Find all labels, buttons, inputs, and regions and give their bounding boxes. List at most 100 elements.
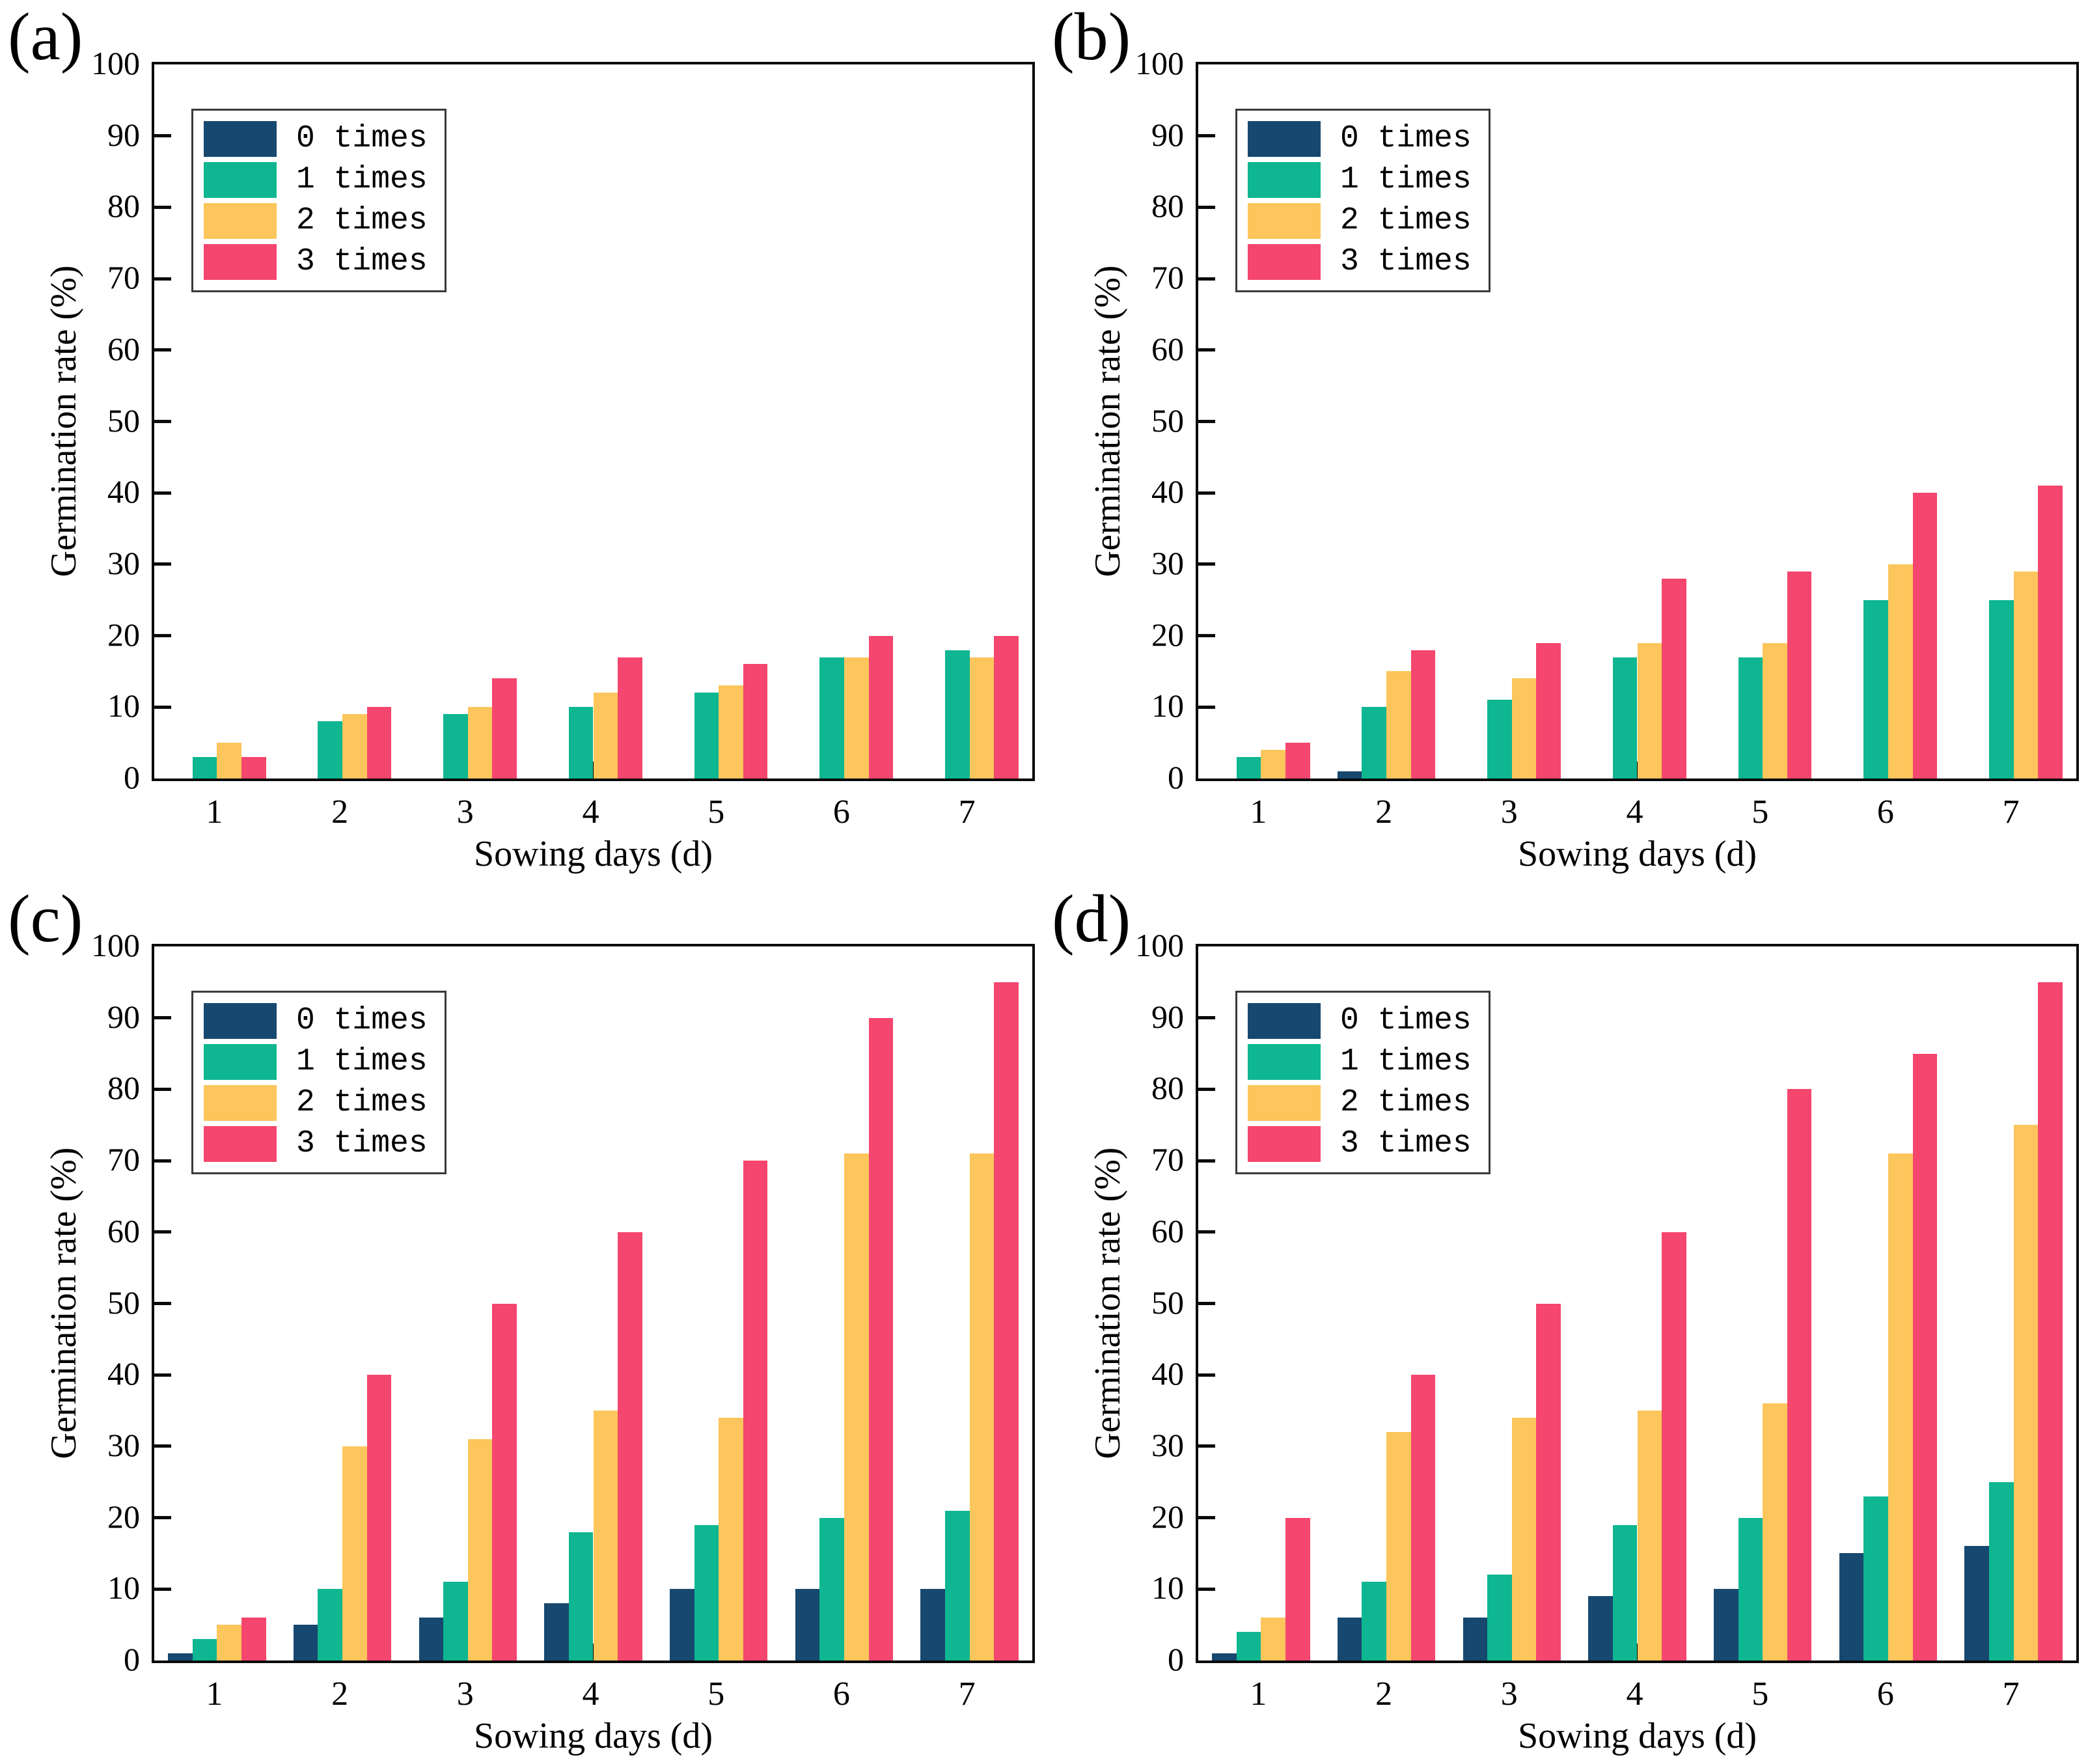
legend-label: 3 times [1340,244,1472,279]
legend-swatch-2-times [204,203,277,239]
legend-swatch-0-times [204,121,277,157]
y-axis-tick [1198,1302,1215,1305]
legend-item: 3 times [1248,1126,1472,1162]
y-tick-label: 90 [1151,116,1184,153]
y-tick-label: 70 [1151,259,1184,296]
legend-item: 1 times [204,162,428,198]
legend-item: 3 times [204,244,428,280]
panel-label-b: (b) [1052,0,1131,74]
legend-item: 0 times [204,1003,428,1039]
legend-swatch-3-times [204,1126,277,1162]
panel-b: (b) Germination rate (%) 0 times 1 times 2… [1044,0,2088,882]
legend-label: 0 times [296,121,428,156]
y-tick-label: 60 [1151,1212,1184,1249]
bar-3-times-day-1 [241,757,266,779]
y-tick-label: 50 [1151,1284,1184,1321]
y-tick-label: 60 [107,330,140,367]
y-tick-label: 40 [1151,473,1184,510]
y-tick-label: 70 [107,1141,140,1178]
bar-3-times-day-1 [1285,1517,1310,1661]
y-axis-tick [154,277,171,281]
bar-1-times-day-7 [1989,599,2014,779]
bar-3-times-day-3 [1536,1303,1561,1661]
x-tick-label: 1 [206,1675,223,1713]
bar-0-times-day-7 [1964,1546,1990,1661]
bar-1-times-day-4 [568,1532,594,1661]
y-axis-tick [154,1230,171,1234]
y-axis-tick [1198,134,1215,138]
x-tick-label: 6 [1876,1675,1894,1713]
bar-0-times-day-1 [1212,1653,1237,1661]
y-axis-tick [154,1087,171,1091]
y-tick-label: 0 [124,1641,140,1677]
bar-3-times-day-2 [366,707,392,779]
x-tick-label: 3 [456,793,474,831]
legend-swatch-3-times [1248,1126,1321,1162]
legend-swatch-3-times [1248,244,1321,280]
y-axis-tick [1198,1587,1215,1591]
legend-item: 0 times [204,121,428,157]
x-tick-label: 3 [1500,1675,1518,1713]
legend-item: 2 times [1248,1085,1472,1121]
bar-3-times-day-6 [868,635,894,779]
bar-1-times-day-5 [1738,1517,1763,1661]
bar-1-times-day-7 [945,650,970,779]
bar-2-times-day-7 [969,1153,995,1661]
x-tick-label: 4 [582,1675,599,1713]
bar-1-times-day-3 [1487,700,1512,779]
x-tick-label: 6 [1876,793,1894,831]
bar-2-times-day-6 [1888,564,1913,779]
legend-swatch-1-times [204,162,277,198]
bar-1-times-day-5 [694,693,719,779]
bar-2-times-day-5 [1763,1403,1787,1661]
x-tick-label: 3 [456,1675,474,1713]
bar-2-times-day-2 [342,1446,367,1661]
y-tick-label: 10 [1151,687,1184,724]
bar-3-times-day-6 [1912,1053,1938,1661]
bar-1-times-day-6 [819,657,844,779]
bar-0-times-day-4 [544,1603,569,1661]
bar-2-times-day-6 [1888,1153,1913,1661]
y-tick-label: 30 [1151,1426,1184,1463]
bar-3-times-day-6 [1912,493,1938,779]
plot-area: 0 times 1 times 2 times 3 times [1196,944,2079,1663]
bar-0-times-day-3 [419,1618,444,1661]
y-axis-tick [154,1444,171,1448]
bar-2-times-day-1 [217,743,241,779]
y-tick-label: 10 [107,687,140,724]
y-axis-tick [154,1159,171,1163]
y-axis-tick [1198,1230,1215,1234]
x-tick-label: 7 [958,793,976,831]
bar-2-times-day-6 [844,1153,869,1661]
bar-3-times-day-7 [2038,486,2063,779]
y-axis-tick [1198,420,1215,423]
bar-3-times-day-2 [1410,650,1436,779]
bar-3-times-day-3 [1536,642,1561,779]
x-axis-title: Sowing days (d) [1517,834,1757,874]
x-tick-label: 6 [832,1675,850,1713]
bar-2-times-day-5 [719,685,743,779]
y-tick-label: 90 [1151,998,1184,1035]
legend-label: 2 times [1340,1085,1472,1120]
bar-3-times-day-4 [618,657,642,779]
y-axis-tick [154,348,171,352]
bar-2-times-day-7 [969,657,995,779]
bar-1-times-day-5 [694,1524,719,1661]
y-tick-label: 60 [1151,330,1184,367]
y-axis-tick [154,705,171,709]
bar-2-times-day-4 [1637,1411,1662,1661]
bar-1-times-day-4 [568,707,594,779]
legend-swatch-1-times [204,1044,277,1080]
legend-label: 3 times [296,1126,428,1161]
y-tick-label: 70 [107,259,140,296]
legend-label: 2 times [1340,203,1472,238]
bar-1-times-day-4 [1612,657,1638,779]
legend-label: 2 times [296,203,428,238]
x-tick-label: 5 [1751,1675,1769,1713]
plot-area: 0 times 1 times 2 times 3 times [1196,62,2079,781]
y-axis-tick [1198,705,1215,709]
y-tick-label: 100 [91,45,140,81]
bar-0-times-day-5 [670,1589,694,1661]
legend-item: 0 times [1248,121,1472,157]
y-axis-tick [1198,1373,1215,1377]
